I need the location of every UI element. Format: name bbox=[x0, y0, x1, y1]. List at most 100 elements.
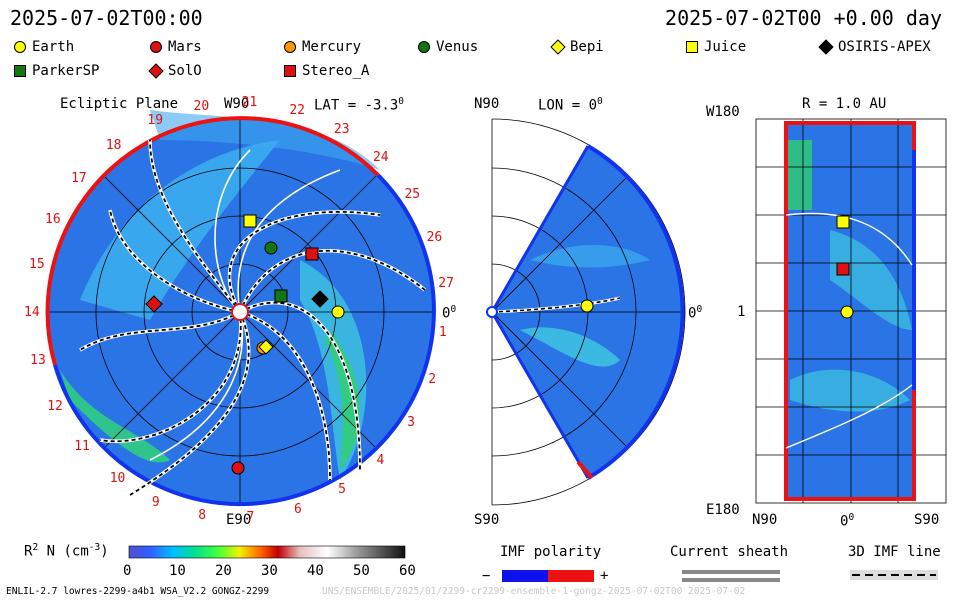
sheath-line-2 bbox=[682, 578, 780, 582]
colorbar-tick: 60 bbox=[399, 563, 416, 579]
square-icon bbox=[284, 65, 296, 77]
legend-label: Stereo_A bbox=[302, 63, 370, 79]
radial-x-right: S90 bbox=[914, 512, 940, 528]
rotation-number: 24 bbox=[372, 150, 389, 166]
radial-x-left: N90 bbox=[752, 512, 778, 528]
colorbar-tick: 30 bbox=[261, 563, 278, 579]
colorbar-tick: 10 bbox=[169, 563, 186, 579]
ecliptic-title: Ecliptic Plane bbox=[60, 96, 179, 112]
square-icon bbox=[14, 65, 26, 77]
ecliptic-right-label: 00 bbox=[442, 304, 457, 322]
legend-item-earth: Earth bbox=[12, 39, 74, 55]
bepi-marker bbox=[258, 339, 274, 355]
radial-stereo-a-marker bbox=[836, 262, 850, 276]
juice-marker bbox=[243, 214, 257, 228]
rotation-number: 11 bbox=[74, 438, 90, 454]
legend-item-stereo-a: Stereo_A bbox=[282, 63, 369, 79]
radial-x-mid: 00 bbox=[840, 512, 855, 530]
imf-plus-label: + bbox=[600, 568, 609, 584]
rotation-number: 10 bbox=[109, 471, 126, 487]
colorbar-tick: 0 bbox=[123, 563, 132, 579]
circle-icon bbox=[14, 41, 26, 53]
footer-right: UNS/ENSEMBLE/2025/01/2299-cr2299-ensembl… bbox=[322, 586, 746, 597]
legend-label: Mars bbox=[168, 39, 202, 55]
imf-negative-swatch bbox=[502, 570, 548, 582]
legend-item-parkersp: ParkerSP bbox=[12, 63, 99, 79]
rotation-number: 26 bbox=[426, 229, 443, 245]
legend-item-mercury: Mercury bbox=[282, 39, 361, 55]
radial-bottom-label: E180 bbox=[706, 502, 740, 518]
osiris-apex-marker bbox=[311, 290, 329, 308]
meridional-top-label: N90 bbox=[474, 96, 500, 112]
square-icon bbox=[686, 41, 698, 53]
sheath-line-1 bbox=[682, 570, 780, 574]
legend-label: OSIRIS-APEX bbox=[838, 39, 931, 55]
rotation-number: 20 bbox=[193, 98, 210, 114]
rotation-number: 17 bbox=[71, 171, 87, 187]
diamond-icon bbox=[148, 63, 164, 79]
meridional-earth-marker bbox=[580, 299, 594, 313]
legend-item-mars: Mars bbox=[148, 39, 202, 55]
rotation-number: 9 bbox=[151, 494, 160, 510]
sun-marker bbox=[231, 303, 249, 321]
circle-icon bbox=[418, 41, 430, 53]
rotation-number: 8 bbox=[198, 508, 207, 524]
legend-item-osiris-apex: OSIRIS-APEX bbox=[818, 39, 931, 55]
rotation-number: 4 bbox=[376, 452, 385, 468]
rotation-number: 21 bbox=[241, 95, 258, 111]
footer-left: ENLIL-2.7 lowres-2299-a4b1 WSA_V2.2 GONG… bbox=[6, 586, 270, 597]
rotation-number: 1 bbox=[438, 324, 447, 340]
current-sheath-title: Current sheath bbox=[670, 544, 789, 560]
rotation-number: 18 bbox=[105, 137, 122, 153]
rotation-number: 13 bbox=[30, 353, 46, 369]
colorbar-tick: 40 bbox=[307, 563, 324, 579]
meridional-bottom-label: S90 bbox=[474, 512, 500, 528]
imf-polarity-title: IMF polarity bbox=[500, 544, 602, 560]
legend-item-juice: Juice bbox=[684, 39, 746, 55]
colorbar-label: R2 N (cm-3) bbox=[24, 542, 109, 560]
time-left: 2025-07-02T00:00 bbox=[10, 6, 203, 30]
rotation-number: 25 bbox=[404, 186, 421, 202]
radial-mid-label: 1 bbox=[737, 304, 746, 320]
colorbar-tick: 50 bbox=[353, 563, 370, 579]
diamond-icon bbox=[818, 39, 834, 55]
time-right: 2025-07-02T00 +0.00 day bbox=[665, 6, 942, 30]
legend-label: Earth bbox=[32, 39, 75, 55]
circle-icon bbox=[150, 41, 162, 53]
legend-label: Venus bbox=[436, 39, 479, 55]
solo-marker bbox=[145, 295, 163, 313]
legend-label: Bepi bbox=[570, 39, 604, 55]
rotation-number: 6 bbox=[293, 501, 302, 517]
imf-positive-swatch bbox=[548, 570, 594, 582]
rotation-number: 23 bbox=[333, 121, 350, 137]
legend-label: ParkerSP bbox=[32, 63, 100, 79]
rotation-number: 27 bbox=[438, 276, 454, 292]
rotation-number: 16 bbox=[45, 211, 61, 227]
legend-label: SolO bbox=[168, 63, 202, 79]
rotation-number: 14 bbox=[24, 305, 40, 321]
radial-juice-marker bbox=[836, 215, 850, 229]
legend-item-venus: Venus bbox=[416, 39, 478, 55]
meridional-right-label: 00 bbox=[688, 304, 703, 322]
ecliptic-top-label: W90 bbox=[224, 96, 250, 112]
rotation-number: 3 bbox=[407, 415, 415, 431]
meridional-title: LON = 00 bbox=[538, 96, 603, 114]
radial-panel bbox=[755, 118, 947, 504]
venus-marker bbox=[264, 241, 278, 255]
diamond-icon bbox=[550, 39, 566, 55]
radial-earth-marker bbox=[840, 305, 854, 319]
ecliptic-bottom-label: E90 bbox=[226, 512, 252, 528]
rotation-number: 7 bbox=[246, 510, 255, 526]
earth-marker bbox=[331, 305, 345, 319]
mars-marker bbox=[231, 461, 245, 475]
rotation-number: 19 bbox=[147, 112, 164, 128]
legend-item-solo: SolO bbox=[148, 63, 202, 79]
rotation-number: 5 bbox=[338, 481, 346, 497]
rotation-number: 22 bbox=[289, 103, 305, 119]
imf-minus-label: − bbox=[482, 568, 491, 584]
legend-label: Juice bbox=[704, 39, 747, 55]
legend-label: Mercury bbox=[302, 39, 362, 55]
imf3d-title: 3D IMF line bbox=[848, 544, 941, 560]
rotation-number: 15 bbox=[29, 257, 45, 273]
